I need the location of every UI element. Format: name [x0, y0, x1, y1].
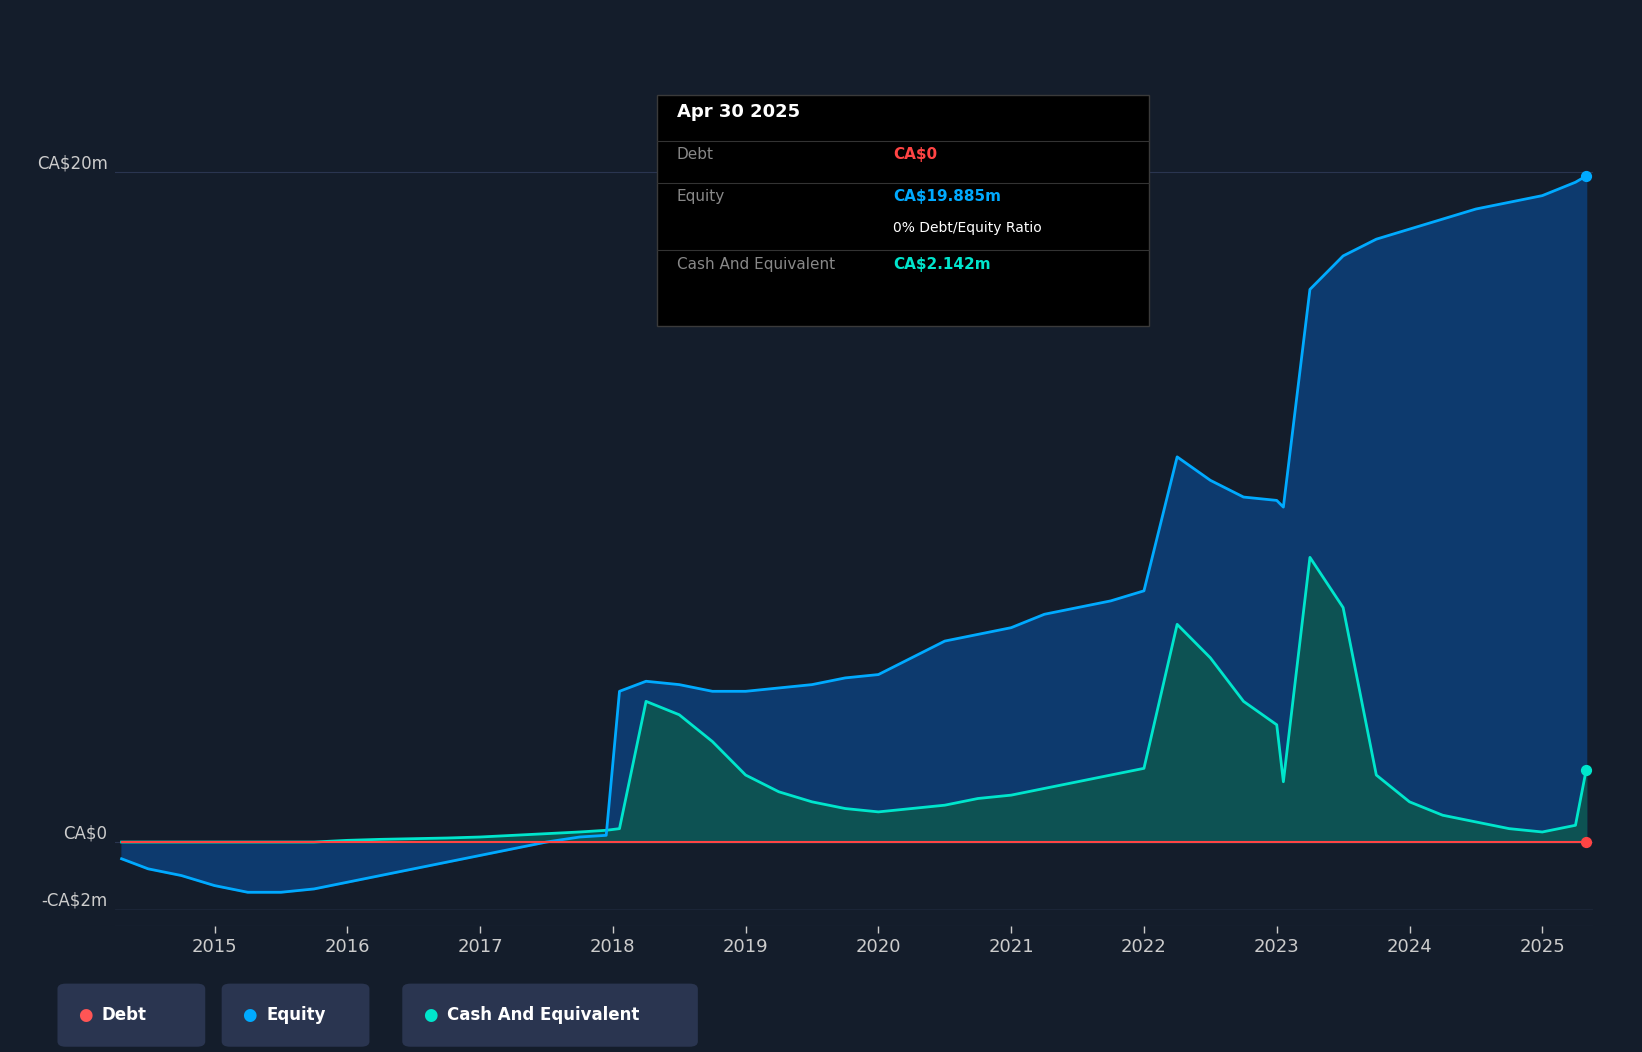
Text: Apr 30 2025: Apr 30 2025 — [677, 103, 800, 121]
Text: Equity: Equity — [266, 1006, 325, 1025]
Text: Debt: Debt — [102, 1006, 146, 1025]
Point — [1573, 167, 1599, 184]
Text: CA$0: CA$0 — [893, 147, 938, 162]
Text: CA$0: CA$0 — [64, 824, 108, 842]
Text: ●: ● — [79, 1006, 92, 1025]
Text: CA$20m: CA$20m — [36, 155, 108, 173]
Text: Cash And Equivalent: Cash And Equivalent — [447, 1006, 639, 1025]
Text: -CA$2m: -CA$2m — [41, 891, 108, 909]
Text: Debt: Debt — [677, 147, 714, 162]
Point — [1573, 833, 1599, 850]
Text: Equity: Equity — [677, 189, 724, 204]
Text: CA$19.885m: CA$19.885m — [893, 189, 1002, 204]
Text: 0% Debt/Equity Ratio: 0% Debt/Equity Ratio — [893, 221, 1043, 235]
Text: Cash And Equivalent: Cash And Equivalent — [677, 257, 834, 271]
Text: ●: ● — [243, 1006, 256, 1025]
Text: CA$2.142m: CA$2.142m — [893, 257, 990, 271]
Text: ●: ● — [424, 1006, 437, 1025]
Point — [1573, 762, 1599, 778]
